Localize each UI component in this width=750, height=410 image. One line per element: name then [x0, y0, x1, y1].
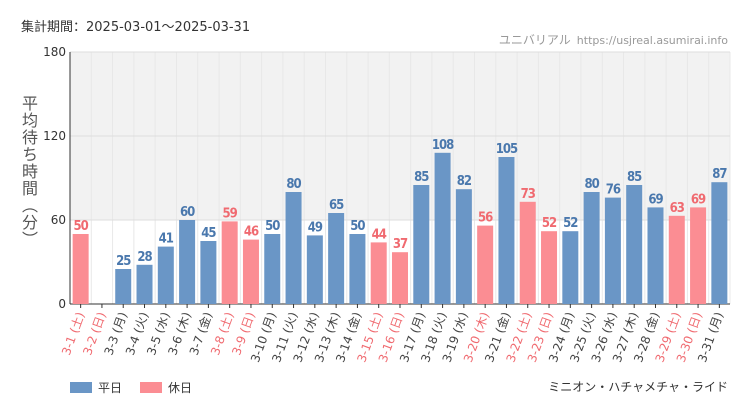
bar — [242, 239, 259, 304]
credit-name: ユニバリアル — [498, 33, 571, 47]
bar — [349, 234, 366, 304]
bar — [519, 201, 536, 304]
bar-value-label: 50 — [350, 219, 365, 234]
y-tick-label: 120 — [43, 129, 66, 143]
bar-value-label: 76 — [606, 183, 621, 198]
bar-value-label: 44 — [372, 227, 387, 242]
bar — [583, 192, 600, 304]
bar-value-label: 37 — [393, 237, 408, 252]
bar-value-label: 69 — [691, 192, 706, 207]
bar-value-label: 73 — [521, 187, 536, 202]
bar-value-label: 52 — [563, 216, 578, 231]
legend-item-weekday: 平日 — [70, 379, 122, 396]
bar — [157, 246, 174, 304]
bar-value-label: 46 — [244, 225, 259, 240]
y-tick-label: 0 — [58, 297, 66, 311]
legend-swatch-weekday — [70, 382, 92, 393]
bar — [626, 185, 643, 304]
bar — [306, 235, 323, 304]
bar-value-label: 49 — [308, 220, 323, 235]
bar-value-label: 65 — [329, 198, 344, 213]
bar-value-label: 87 — [712, 167, 727, 182]
legend-item-holiday: 休日 — [140, 379, 192, 396]
bar-value-label: 56 — [478, 211, 493, 226]
bar-value-label: 52 — [542, 216, 557, 231]
bar-value-label: 85 — [627, 170, 642, 185]
bar — [413, 185, 430, 304]
bar — [285, 192, 302, 304]
period-label: 集計期間：2025-03-01～2025-03-31 — [21, 20, 251, 35]
bar-value-label: 85 — [414, 170, 429, 185]
legend-label-holiday: 休日 — [168, 381, 193, 395]
bar — [200, 241, 217, 304]
bar — [392, 252, 408, 304]
y-tick-label: 180 — [43, 45, 66, 59]
credit-site: https://usjreal.asumirai.info — [576, 34, 728, 47]
bar — [264, 234, 281, 304]
bar — [711, 182, 728, 304]
bar-value-label: 69 — [648, 192, 663, 207]
bar — [541, 231, 558, 304]
bar — [647, 207, 664, 304]
attraction-name: ミニオン・ハチャメチャ・ライド — [548, 380, 728, 394]
bar-value-label: 82 — [457, 174, 472, 189]
bar — [477, 225, 494, 304]
y-tick-label: 60 — [51, 213, 66, 227]
bar — [498, 157, 515, 304]
bar-value-label: 50 — [74, 219, 89, 234]
bar-value-label: 41 — [159, 232, 174, 247]
bar — [115, 269, 132, 304]
bar-value-label: 80 — [584, 177, 599, 192]
bar — [221, 221, 238, 304]
bar — [668, 215, 685, 304]
bar — [136, 264, 153, 304]
bar — [562, 231, 579, 304]
y-axis-label: 平均待ち時間（分） — [19, 95, 38, 248]
bar-value-label: 63 — [670, 201, 685, 216]
bar-value-label: 108 — [432, 138, 454, 153]
bar — [455, 189, 472, 304]
credit: ユニバリアル https://usjreal.asumirai.info — [499, 31, 728, 48]
bar-value-label: 80 — [286, 177, 301, 192]
bar-value-label: 105 — [496, 142, 518, 157]
bar — [690, 207, 707, 304]
legend-swatch-holiday — [140, 382, 163, 393]
legend-label-weekday: 平日 — [98, 381, 123, 395]
bar-value-label: 59 — [223, 206, 238, 221]
bar — [434, 152, 451, 304]
bar-value-label: 28 — [137, 250, 152, 265]
bar — [72, 234, 89, 304]
bar-value-label: 25 — [116, 254, 131, 269]
bar — [328, 213, 345, 304]
bar — [370, 242, 387, 304]
bar-value-label: 50 — [265, 219, 280, 234]
bar — [604, 197, 621, 304]
legend: 平日 休日 — [70, 379, 210, 396]
bar-value-label: 45 — [201, 226, 216, 241]
bar-value-label: 60 — [180, 205, 195, 220]
bar — [179, 220, 196, 304]
